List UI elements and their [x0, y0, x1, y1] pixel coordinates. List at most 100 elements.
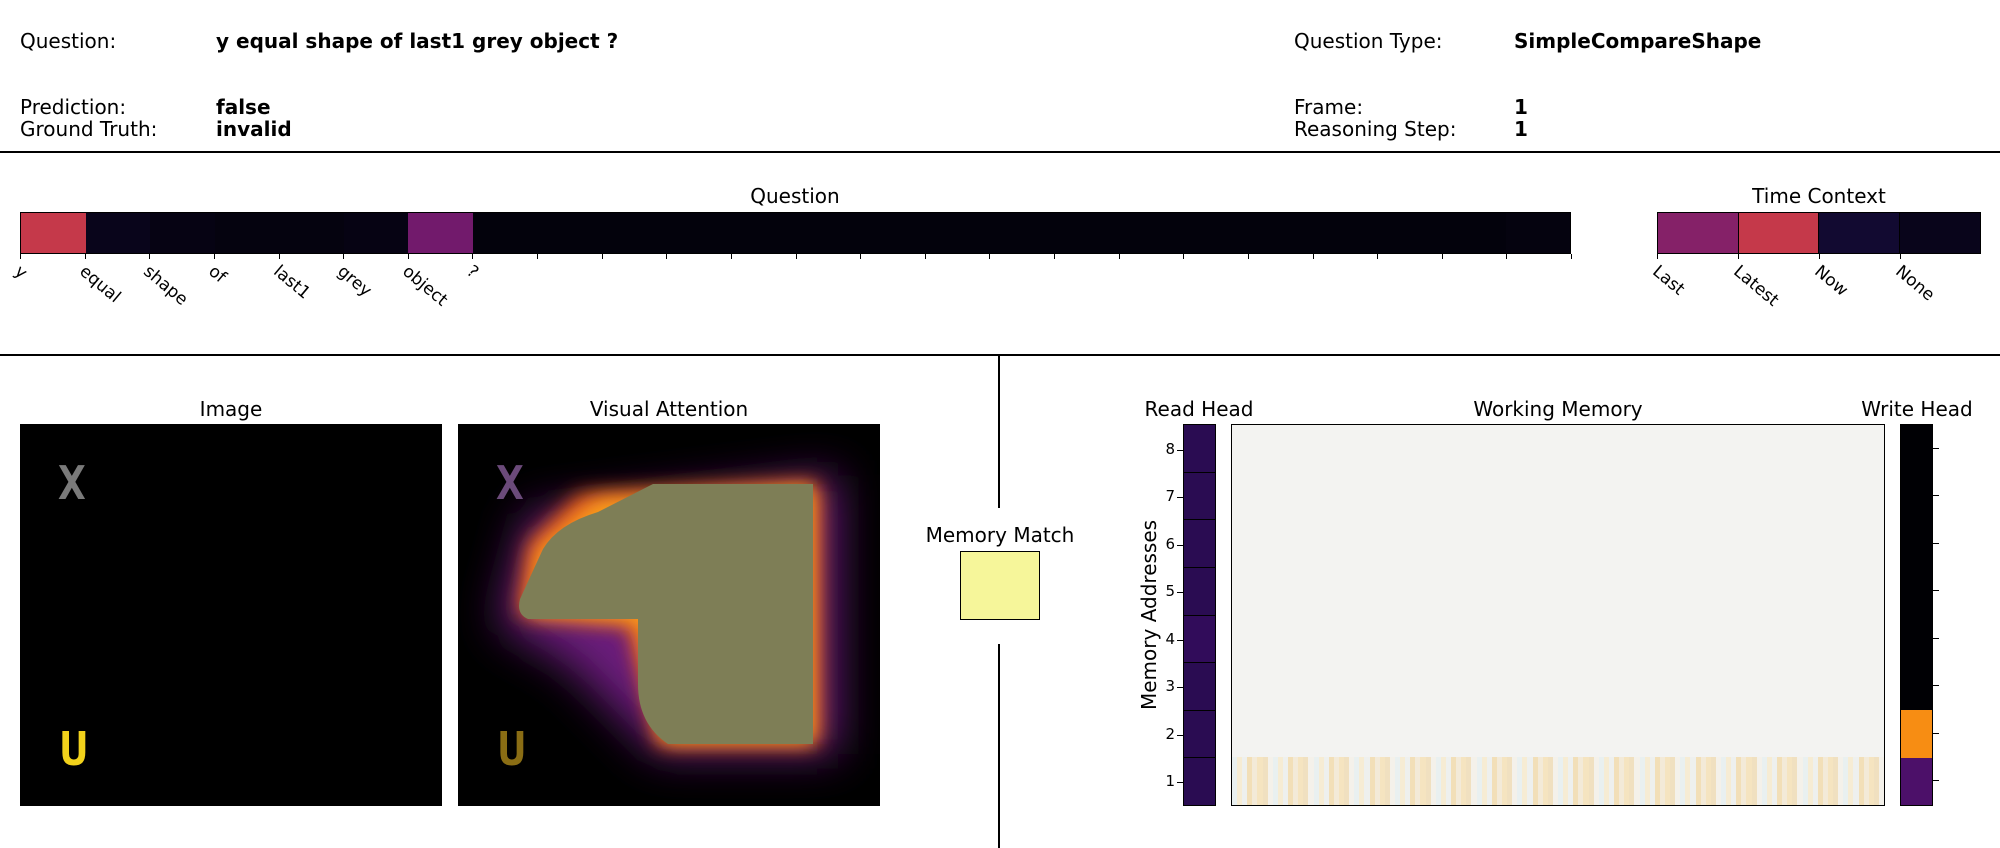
question-slot-cell [989, 213, 1054, 253]
memory-content-column [1675, 757, 1681, 805]
time-context-cell [1899, 213, 1980, 253]
write-head-title: Write Head [1861, 397, 1973, 421]
question-slot-cell [666, 213, 732, 253]
memory-content-column [1858, 757, 1864, 805]
question-axis-tick [213, 254, 215, 259]
question-value: y equal shape of last1 grey object ? [216, 29, 619, 53]
time-context-label: Now [1810, 261, 1852, 301]
memory-content-column [1771, 757, 1778, 805]
memory-content-column [1344, 757, 1350, 805]
memory-content-column [1547, 757, 1553, 805]
read-head-cell [1184, 471, 1215, 520]
read-head-cell [1184, 519, 1215, 567]
time-context-cell [1658, 213, 1739, 253]
input-image: X U [20, 424, 442, 806]
frame-value: 1 [1514, 95, 1528, 119]
question-axis-tick [601, 254, 603, 259]
memory-content-column [1664, 757, 1671, 805]
memory-content-column [1430, 757, 1436, 805]
memory-content-column [1629, 757, 1635, 805]
memory-content-column [1598, 757, 1604, 805]
question-axis-tick [278, 254, 280, 259]
memory-content-column [1746, 757, 1752, 805]
memory-content-column [1822, 757, 1828, 805]
address-tick-label: 2 [1165, 724, 1175, 743]
question-slot-cell [924, 213, 990, 253]
question-label: Question: [20, 29, 117, 53]
section-divider [0, 354, 2000, 356]
memory-content-column [1817, 757, 1823, 805]
question-token-label: shape [139, 261, 192, 310]
memory-content-column [1415, 757, 1421, 805]
memory-content-column [1593, 757, 1599, 805]
memory-content-column [1369, 757, 1375, 805]
header-divider [0, 151, 2000, 153]
memory-content-column [1573, 757, 1579, 805]
memory-content-column [1736, 757, 1742, 805]
memory-content-column [1435, 757, 1441, 805]
memory-content-column [1542, 757, 1548, 805]
question-token-label: y [10, 261, 31, 284]
memory-content-column [1639, 757, 1645, 805]
memory-content-column [1313, 757, 1319, 805]
memory-content-column [1583, 757, 1589, 805]
vertical-divider-bottom [998, 644, 1000, 848]
memory-content-column [1293, 757, 1299, 805]
address-tick-label: 1 [1165, 772, 1175, 791]
reasoning-step-label: Reasoning Step: [1294, 117, 1457, 141]
memory-content-column [1288, 757, 1294, 805]
memory-content-column [1634, 757, 1640, 805]
memory-content-column [1507, 757, 1513, 805]
write-head-cell [1901, 710, 1932, 758]
question-axis-tick [1118, 254, 1120, 259]
question-slot-cell [472, 213, 538, 253]
time-context-tick [1738, 254, 1739, 259]
memory-content-column [1400, 757, 1406, 805]
question-axis-tick [924, 254, 926, 259]
memory-content-column [1466, 757, 1472, 805]
question-slot-cell [1247, 213, 1312, 253]
memory-content-column [1807, 757, 1813, 805]
working-memory-heatmap [1231, 424, 1885, 806]
memory-content-column [1282, 757, 1289, 805]
memory-content-column [1364, 757, 1370, 805]
memory-content-column [1680, 757, 1686, 805]
memory-content-column [1527, 757, 1533, 805]
memory-content-column [1614, 757, 1620, 805]
memory-content-column [1761, 757, 1767, 805]
read-head-title: Read Head [1144, 397, 1254, 421]
memory-content-column [1873, 757, 1879, 805]
memory-content-column [1603, 757, 1609, 805]
write-head-tick [1933, 732, 1939, 734]
memory-content-column [1267, 757, 1273, 805]
question-axis-tick [1441, 254, 1443, 259]
memory-content-column [1853, 757, 1859, 805]
address-tick-label: 5 [1165, 582, 1175, 601]
ground-truth-label: Ground Truth: [20, 117, 158, 141]
question-slot-cell [1376, 213, 1442, 253]
memory-content-column [1715, 757, 1721, 805]
memory-content-column [1237, 757, 1243, 805]
memory-content-column [1522, 757, 1528, 805]
address-tick [1177, 734, 1183, 736]
memory-content-column [1410, 757, 1416, 805]
memory-content-column [1379, 757, 1385, 805]
memory-content-column [1491, 757, 1497, 805]
time-context-label: Latest [1729, 261, 1783, 311]
memory-content-column [1512, 757, 1518, 805]
reasoning-step-value: 1 [1514, 117, 1528, 141]
memory-content-column [1445, 757, 1452, 805]
memory-content-column [1440, 757, 1446, 805]
question-slot-cell [1053, 213, 1119, 253]
memory-content-column [1384, 757, 1390, 805]
write-head-bar [1900, 424, 1933, 806]
memory-content-column [1471, 757, 1477, 805]
question-slot-cell [21, 213, 86, 253]
memory-content-column [1838, 757, 1844, 805]
memory-content-column [1277, 757, 1283, 805]
read-head-bar [1183, 424, 1216, 806]
memory-content-column [1797, 757, 1803, 805]
question-slot-cell [1311, 213, 1377, 253]
memory-content-column [1558, 757, 1564, 805]
write-head-cell [1901, 425, 1932, 710]
